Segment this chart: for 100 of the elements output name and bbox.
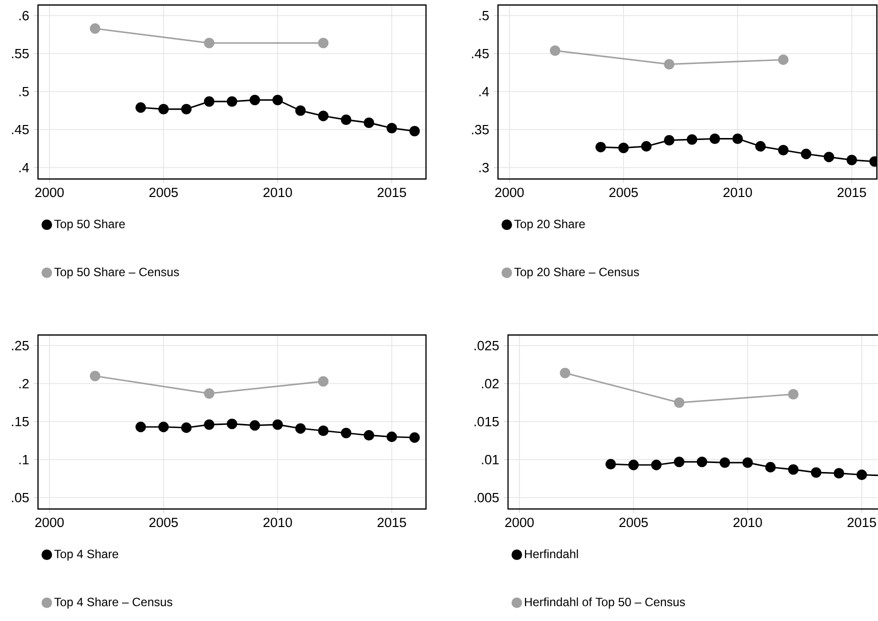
point	[742, 457, 753, 468]
legend-label: Top 50 Share	[54, 219, 125, 231]
point	[720, 457, 730, 468]
point	[834, 468, 844, 479]
x-tick-label: 2000	[505, 518, 534, 528]
point	[295, 423, 306, 434]
y-tick-label: .005	[474, 492, 499, 502]
point	[800, 148, 812, 160]
point	[618, 142, 629, 154]
legend-label: Top 20 Share	[514, 219, 585, 231]
point	[318, 425, 329, 436]
point	[765, 462, 776, 472]
y-tick-label: .4	[479, 87, 489, 96]
point	[386, 122, 398, 134]
y-tick-label: .25	[12, 340, 29, 350]
point	[674, 456, 684, 468]
legend-label: Herfindahl of Top 50 – Census	[524, 597, 685, 609]
point	[664, 134, 674, 146]
point	[674, 397, 684, 408]
point	[364, 118, 374, 128]
y-tick-label: .015	[474, 416, 499, 426]
legend-label: Top 4 Share	[54, 549, 118, 561]
y-tick-label: .55	[12, 48, 29, 58]
point	[560, 368, 570, 378]
y-tick-label: .45	[472, 48, 489, 58]
y-tick-label: .2	[19, 378, 29, 388]
x-tick-label: 2015	[848, 518, 876, 528]
point	[158, 104, 169, 114]
point	[340, 428, 352, 438]
legend-label: Top 20 Share – Census	[514, 267, 639, 279]
point	[686, 134, 698, 145]
x-tick-label: 2015	[378, 188, 406, 198]
point	[409, 126, 420, 136]
point	[204, 419, 214, 430]
point	[824, 152, 834, 162]
point	[318, 376, 329, 387]
point	[204, 96, 214, 107]
point	[135, 102, 146, 113]
point	[651, 460, 662, 470]
point	[409, 432, 420, 443]
x-tick-label: 2010	[263, 188, 292, 198]
x-tick-label: 2000	[35, 518, 64, 528]
point	[204, 388, 214, 399]
point	[318, 38, 329, 48]
y-tick-label: .5	[479, 10, 489, 20]
point	[550, 45, 560, 56]
y-tick-label: .5	[19, 86, 29, 96]
y-tick-label: .02	[482, 378, 499, 388]
point	[732, 133, 743, 144]
y-tick-label: .4	[19, 163, 29, 172]
point	[595, 142, 606, 152]
point	[158, 422, 169, 432]
point	[778, 54, 789, 65]
point	[90, 370, 100, 382]
legend-label: Top 50 Share – Census	[54, 267, 179, 279]
point	[226, 418, 238, 430]
point	[90, 23, 100, 34]
x-tick-label: 2010	[723, 188, 752, 198]
y-tick-label: .35	[472, 124, 489, 134]
y-tick-label: .15	[12, 416, 29, 426]
x-tick-label: 2010	[733, 518, 762, 528]
point	[710, 133, 720, 144]
point	[318, 110, 329, 122]
x-tick-label: 2000	[495, 188, 524, 198]
x-tick-label: 2005	[149, 188, 178, 198]
point	[386, 432, 398, 442]
x-tick-label: 2015	[378, 518, 406, 528]
y-tick-label: .01	[482, 454, 499, 464]
point	[181, 104, 192, 114]
point	[778, 144, 789, 156]
point	[755, 141, 766, 152]
point	[204, 38, 214, 48]
x-tick-label: 2015	[838, 188, 866, 198]
point	[272, 419, 283, 430]
point	[788, 388, 799, 400]
legend-label: Top 4 Share – Census	[54, 597, 172, 609]
point	[810, 467, 822, 478]
point	[696, 456, 708, 468]
point	[605, 458, 616, 470]
point	[135, 422, 146, 432]
point	[250, 420, 260, 431]
point	[340, 114, 352, 126]
point	[664, 58, 674, 70]
point	[364, 430, 374, 441]
point	[788, 464, 799, 475]
y-tick-label: .05	[12, 492, 29, 502]
y-tick-label: .1	[19, 455, 29, 464]
x-tick-label: 2005	[609, 188, 638, 198]
point	[181, 422, 192, 433]
x-tick-label: 2005	[149, 518, 178, 528]
x-tick-label: 2010	[263, 518, 292, 528]
point	[295, 105, 306, 116]
point	[641, 141, 652, 152]
y-tick-label: .3	[479, 162, 489, 172]
y-tick-label: .45	[12, 124, 29, 134]
point	[250, 94, 260, 106]
point	[272, 94, 283, 106]
point	[226, 96, 238, 107]
point	[856, 470, 868, 480]
y-tick-label: .6	[19, 10, 29, 20]
